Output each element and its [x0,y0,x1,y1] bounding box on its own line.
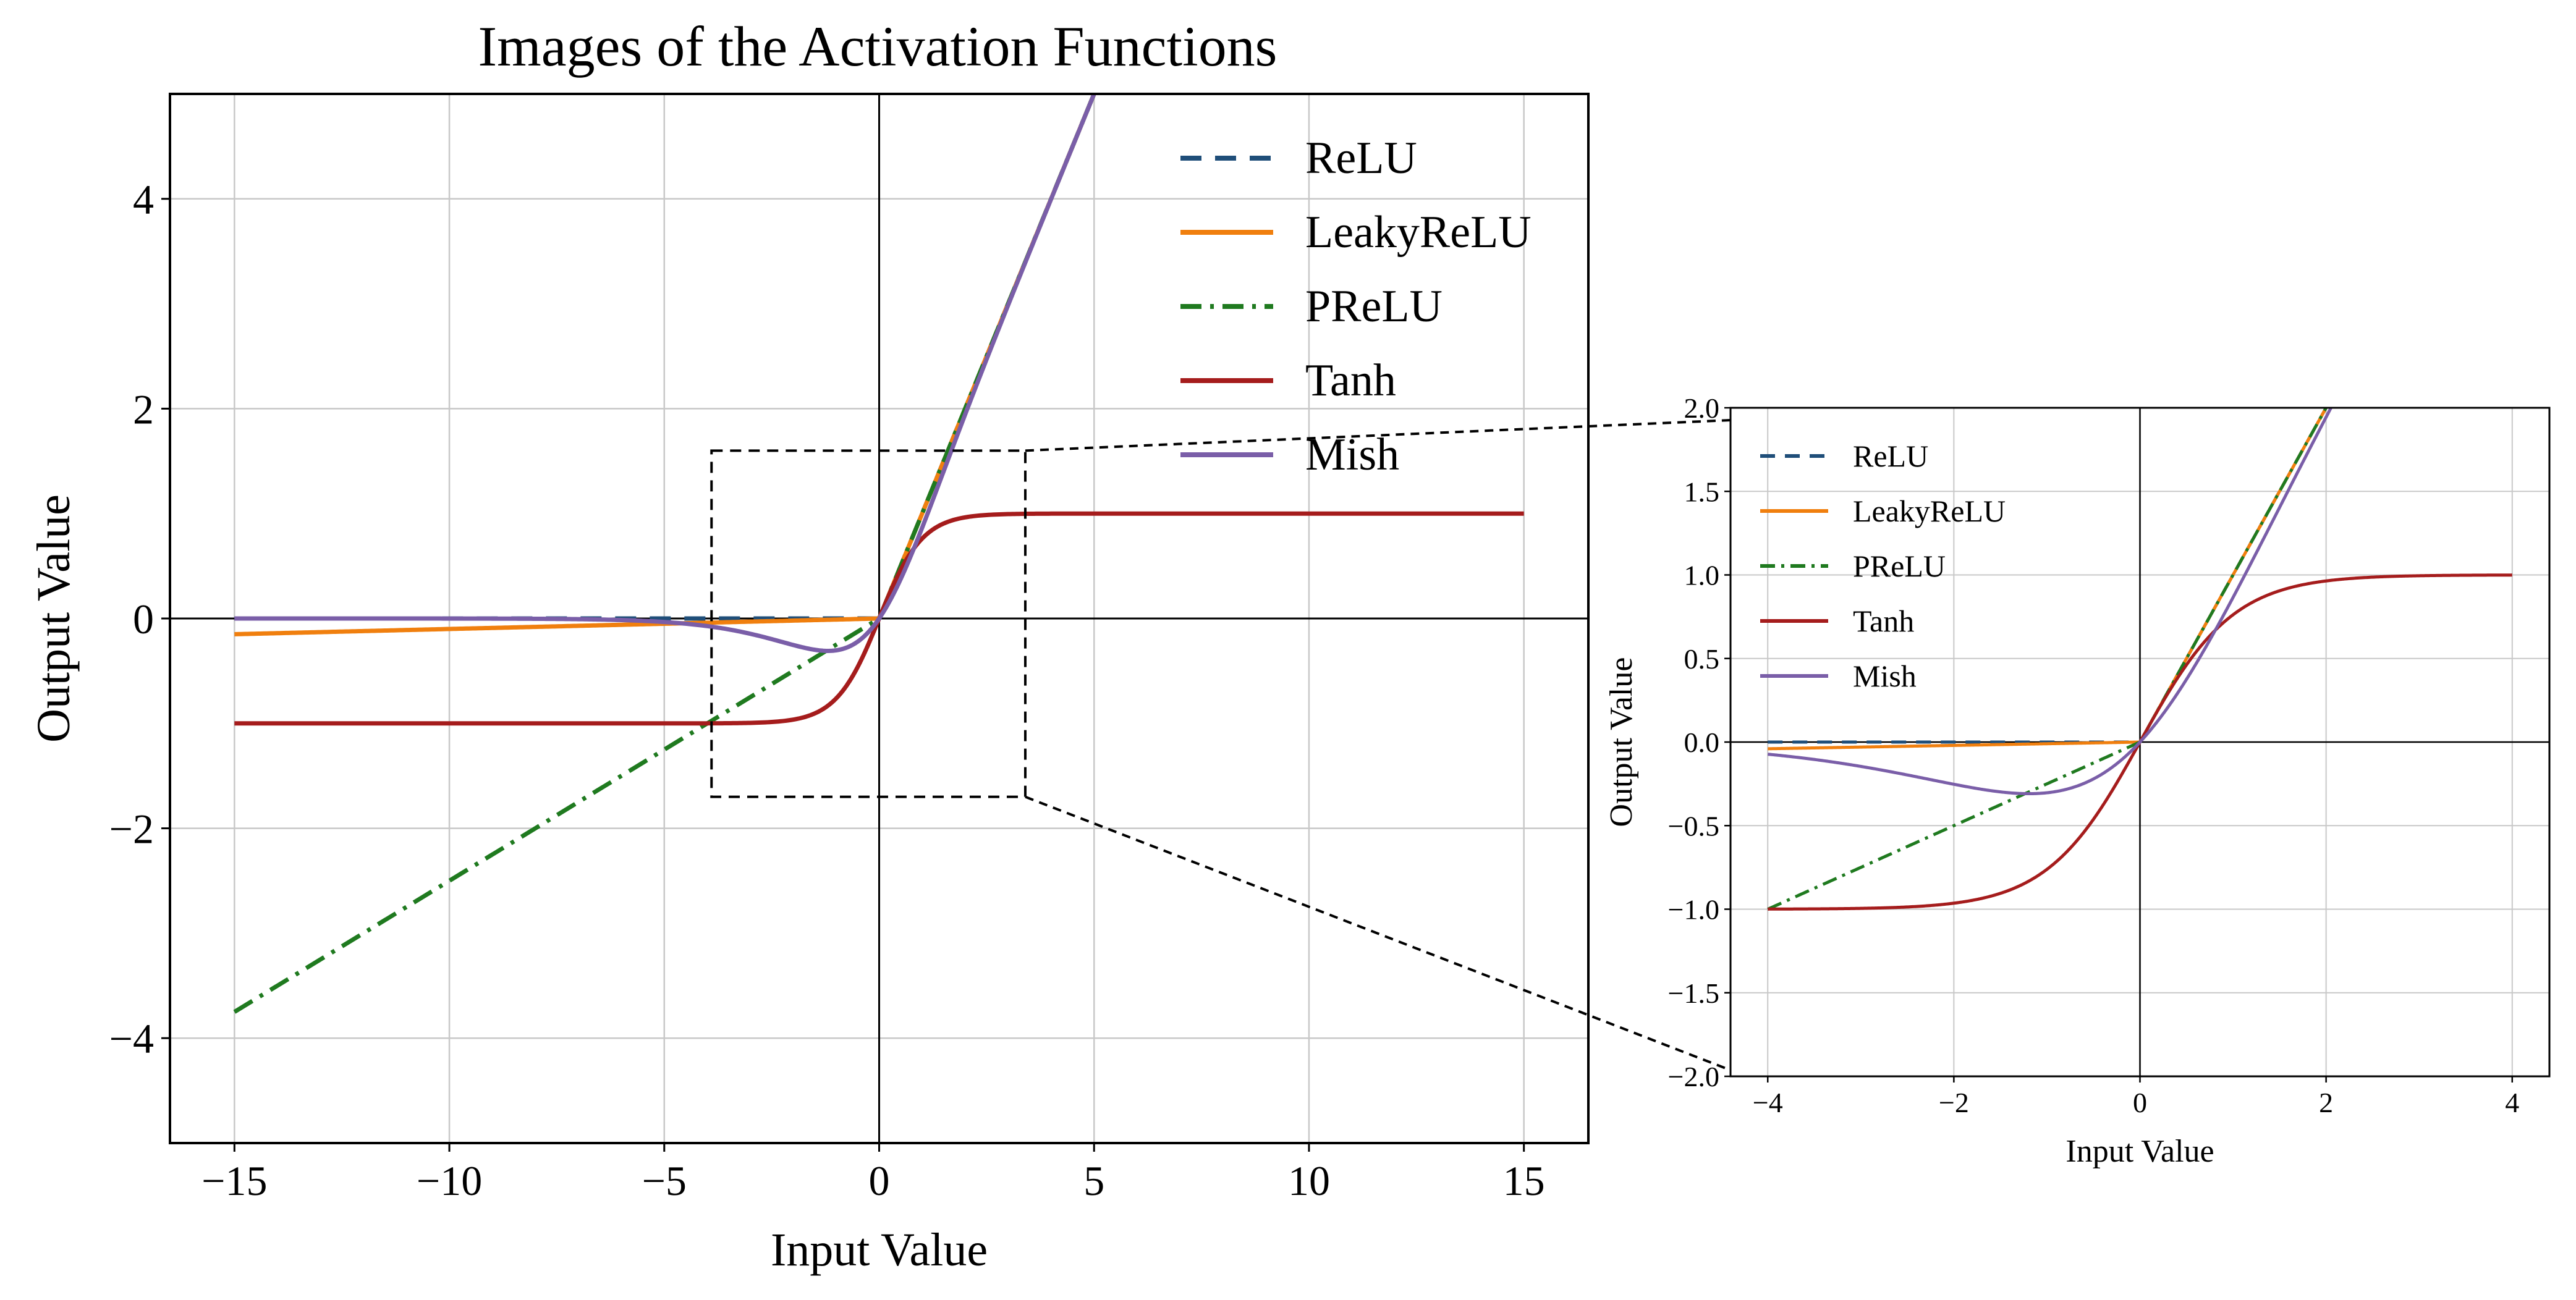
main-x-tick-label: 5 [1083,1157,1104,1204]
main-x-tick-label: 15 [1503,1157,1545,1204]
main-x-axis-label: Input Value [771,1224,988,1276]
inset-x-tick-label: −4 [1753,1087,1783,1118]
legend-label-leakyrelu: LeakyReLU [1853,494,2006,528]
series-line-mish [1767,408,2333,796]
zoom-connector-bottom [1025,795,1731,1071]
inset-y-tick-label: −0.5 [1668,810,1719,842]
legend-label-mish: Mish [1853,659,1917,693]
zoom-connector-lines [1025,419,1731,1071]
main-tick-labels: −15 −10 −5 0 5 10 15 −4 −2 0 2 4 [109,176,1545,1204]
legend-label-relu: ReLU [1853,439,1928,473]
main-x-tick-label: −5 [642,1157,687,1204]
legend-label-prelu: PReLU [1305,281,1443,332]
main-y-tick-label: 4 [133,176,154,223]
main-zoom-box [710,449,1027,798]
main-y-axis-label: Output Value [28,494,80,743]
inset-y-axis-label: Output Value [1604,657,1639,827]
inset-y-tick-label: 1.0 [1684,560,1720,591]
inset-y-tick-label: −1.5 [1668,977,1719,1009]
legend-label-mish: Mish [1305,429,1399,480]
legend-label-tanh: Tanh [1305,355,1396,406]
inset-tick-labels: −4 −2 0 2 4 −2.0 −1.5 −1.0 −0.5 0.0 0.5 1.0 1.5 2.0 [1668,392,2520,1118]
main-y-tick-label: 0 [133,596,154,643]
main-x-tick-label: 10 [1288,1157,1330,1204]
inset-legend: ReLU LeakyReLU PReLU Tanh Mish [1760,439,2006,693]
inset-x-axis-label: Input Value [2065,1134,2214,1169]
main-x-tick-label: 0 [869,1157,890,1204]
main-series-lines [233,94,1524,1014]
inset-y-tick-label: −1.0 [1668,894,1719,926]
main-x-tick-label: −10 [417,1157,482,1204]
inset-y-tick-label: 0.5 [1684,643,1720,675]
series-line-mish [234,94,1097,653]
inset-y-tick-label: 0.0 [1684,727,1720,758]
legend-label-leakyrelu: LeakyReLU [1305,207,1532,258]
main-x-tick-label: −15 [201,1157,267,1204]
inset-x-tick-label: 0 [2133,1087,2147,1118]
main-y-tick-label: −2 [109,806,154,853]
inset-x-tick-label: 2 [2319,1087,2333,1118]
inset-x-tick-label: 4 [2505,1087,2519,1118]
main-chart-title: Images of the Activation Functions [478,15,1277,78]
legend-label-prelu: PReLU [1853,549,1946,583]
main-y-tick-label: −4 [109,1015,154,1062]
main-legend: ReLU LeakyReLU PReLU Tanh Mish [1180,133,1532,480]
main-y-tick-label: 2 [133,386,154,433]
zoom-region-rect [710,449,1027,798]
inset-y-tick-label: −2.0 [1668,1061,1719,1092]
legend-label-tanh: Tanh [1853,604,1914,638]
inset-y-tick-label: 1.5 [1684,476,1720,507]
inset-series-lines [1767,408,2513,911]
inset-x-tick-label: −2 [1939,1087,1969,1118]
inset-y-tick-label: 2.0 [1684,392,1720,424]
legend-label-relu: ReLU [1305,133,1417,184]
